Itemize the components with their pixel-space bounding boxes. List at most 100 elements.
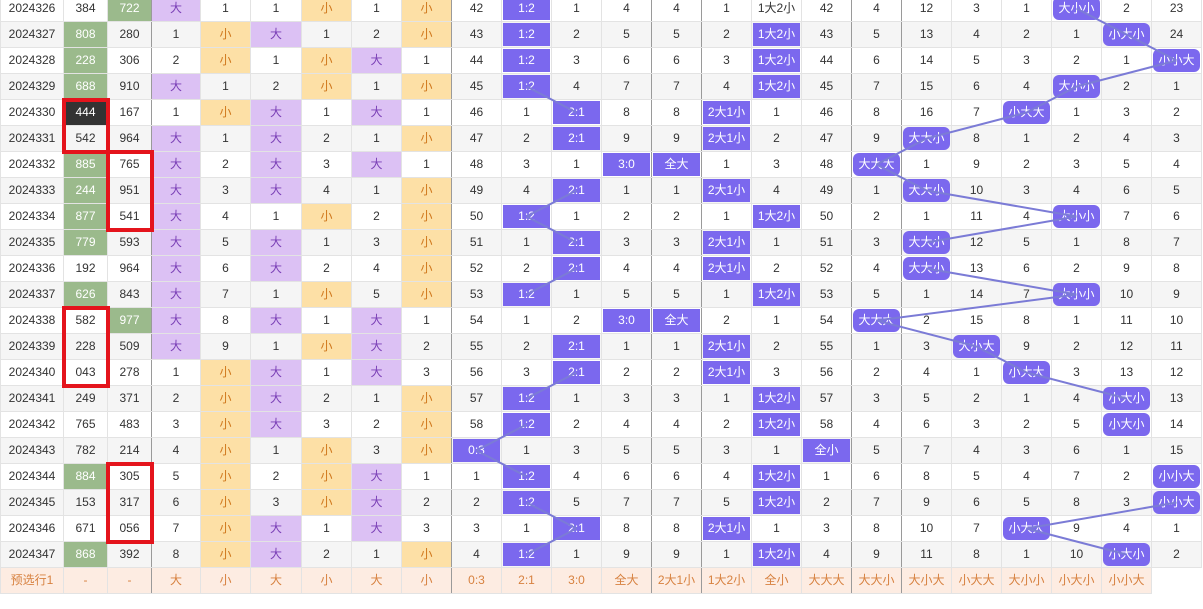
stat-cell: 2 [301, 255, 352, 282]
stat-cell: 49 [451, 177, 502, 204]
stat-cell: 11 [951, 203, 1002, 230]
stat-cell: 1 [501, 229, 552, 256]
preset-cell[interactable]: 大大大 [801, 567, 852, 594]
preset-cell[interactable]: - [63, 567, 108, 594]
hit-cell: 小大大 [1001, 359, 1052, 386]
stat-cell: 小 [401, 203, 452, 230]
stat-cell: 7 [1151, 229, 1202, 256]
hit-value: 大大小 [903, 257, 950, 280]
preset-cell[interactable]: 大小大 [901, 567, 952, 594]
hit-value: 1:2 [503, 543, 550, 566]
table-row: 2024338 582 977 大 8 大 1 大 1 54 1 2 3:0 全大 2 1 54 大大大 2 15 8 1… [0, 307, 1202, 334]
stat-cell: 1 [250, 203, 302, 230]
stat-cell: 5 [851, 437, 902, 464]
preset-cell[interactable]: 小大大 [951, 567, 1002, 594]
stat-cell: 1 [551, 203, 602, 230]
preset-cell[interactable]: 小 [301, 567, 352, 594]
preset-row-label[interactable]: 预选行1 [0, 567, 64, 594]
draw-number-b: 765 [107, 151, 152, 178]
hit-value: 2:1 [553, 257, 600, 280]
stat-cell: 6 [951, 73, 1002, 100]
preset-cell[interactable]: 2大1小 [651, 567, 702, 594]
hit-cell: 大小小 [1051, 0, 1102, 22]
stat-cell: 3 [851, 229, 902, 256]
stat-cell: 1 [1001, 385, 1052, 412]
stat-cell: 大 [351, 333, 402, 360]
preset-cell[interactable]: 1大2小 [701, 567, 752, 594]
draw-number-a: 671 [63, 515, 108, 542]
stat-cell: 1 [351, 385, 402, 412]
hit-cell: 小大大 [1001, 99, 1052, 126]
stat-cell: 1大2小 [751, 0, 802, 22]
preset-cell[interactable]: 大小小 [1001, 567, 1052, 594]
stat-cell: 4 [601, 0, 652, 22]
hit-cell: 小大小 [1101, 385, 1152, 412]
hit-value: 1:2 [503, 23, 550, 46]
hit-value: 1:2 [503, 0, 550, 20]
stat-cell: 小 [200, 47, 251, 74]
stat-cell: 8 [1051, 489, 1102, 516]
preset-cell[interactable]: 0:3 [451, 567, 502, 594]
hit-cell: 大大大 [851, 307, 902, 334]
hit-cell: 1大2小 [751, 489, 802, 516]
stat-cell: 5 [601, 281, 652, 308]
preset-cell[interactable]: 3:0 [551, 567, 602, 594]
hit-cell: 1大2小 [751, 411, 802, 438]
stat-cell: 小 [200, 359, 251, 386]
hit-value: 1大2小 [753, 491, 800, 514]
preset-cell[interactable]: 小 [200, 567, 251, 594]
stat-cell: 1 [501, 515, 552, 542]
stat-cell: 3 [701, 47, 752, 74]
stat-cell: 小 [200, 541, 251, 568]
stat-cell: 3 [1001, 177, 1052, 204]
stat-cell: 大 [151, 151, 201, 178]
preset-cell[interactable]: 大 [250, 567, 302, 594]
stat-cell: 1 [451, 463, 502, 490]
stat-cell: 6 [651, 463, 702, 490]
hit-value: 2:1 [553, 335, 600, 358]
stat-cell: 1 [551, 281, 602, 308]
stat-cell: 1 [701, 541, 752, 568]
preset-cell[interactable]: 大 [151, 567, 201, 594]
preset-cell[interactable]: 大 [351, 567, 402, 594]
hit-value: 1:2 [503, 413, 550, 436]
preset-cell[interactable]: 小 [401, 567, 452, 594]
hit-cell: 全小 [801, 437, 852, 464]
preset-cell[interactable]: 大大小 [851, 567, 902, 594]
stat-cell: 2 [701, 21, 752, 48]
stat-cell: 14 [951, 281, 1002, 308]
preset-cell[interactable]: 2:1 [501, 567, 552, 594]
stat-cell: 5 [601, 21, 652, 48]
stat-cell: 1 [751, 229, 802, 256]
preset-row[interactable]: 预选行1- - 大小大小大小 0:3 2:1 3:0 全大 2大1小 1大2小 全小 大大大 大大小大… [0, 567, 1202, 594]
draw-number-b: 843 [107, 281, 152, 308]
stat-cell: 小 [301, 203, 352, 230]
preset-cell[interactable]: 全小 [751, 567, 802, 594]
stat-cell: 10 [1051, 541, 1102, 568]
stat-cell: 43 [451, 21, 502, 48]
stat-cell: 1 [1001, 125, 1052, 152]
stat-cell: 5 [151, 463, 201, 490]
draw-number-a: 444 [63, 99, 108, 126]
table-row: 2024336 192 964 大 6 大 2 4 小 52 2 2:1 4 4 2大1小 2 52 4 大大小 13… [0, 255, 1202, 282]
hit-cell: 1:2 [501, 21, 552, 48]
hit-value: 全大 [653, 153, 700, 176]
hit-value: 2大1小 [703, 179, 750, 202]
preset-cell[interactable]: 全大 [601, 567, 652, 594]
stat-cell: 小 [401, 255, 452, 282]
stat-cell: 小 [401, 281, 452, 308]
hit-value: 2:1 [553, 101, 600, 124]
preset-cell[interactable]: 小大小 [1051, 567, 1102, 594]
draw-number-b: 167 [107, 99, 152, 126]
stat-cell: 1 [751, 307, 802, 334]
stat-cell: 2 [401, 489, 452, 516]
preset-cell[interactable]: - [107, 567, 152, 594]
preset-cell[interactable]: 小小大 [1101, 567, 1152, 594]
stat-cell: 5 [200, 229, 251, 256]
stat-cell: 2 [601, 203, 652, 230]
stat-cell: 2 [451, 489, 502, 516]
hit-value: 2:1 [553, 361, 600, 384]
hit-value: 1:2 [503, 75, 550, 98]
stat-cell: 1 [701, 203, 752, 230]
stat-cell: 15 [951, 307, 1002, 334]
